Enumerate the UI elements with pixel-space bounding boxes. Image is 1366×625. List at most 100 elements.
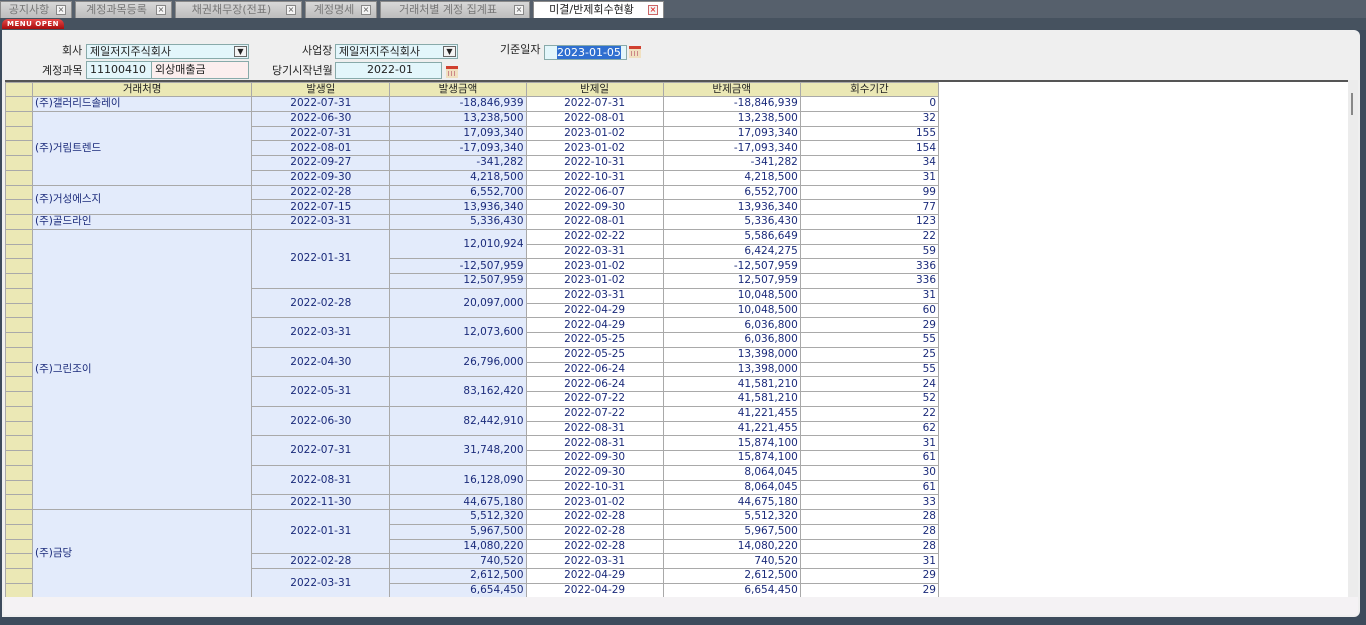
collection-days[interactable]: 61 <box>799 450 940 466</box>
settle-date[interactable]: 2022-05-25 <box>525 346 664 363</box>
issue-amount[interactable]: 13,238,500 <box>389 110 527 127</box>
table-row[interactable]: 2022-07-31 17,093,340 2023-01-02 17,093,340… <box>5 125 940 142</box>
settle-date[interactable]: 2022-05-25 <box>525 332 664 348</box>
table-row[interactable]: 5,967,500 2022-02-28 5,967,500 28 <box>5 523 940 540</box>
settle-date[interactable]: 2023-01-02 <box>525 273 664 289</box>
collection-days[interactable]: 24 <box>799 376 940 392</box>
settle-amount[interactable]: 10,048,500 <box>662 302 801 319</box>
settle-date[interactable]: 2022-06-24 <box>525 376 664 392</box>
collection-days[interactable]: 123 <box>799 214 940 230</box>
collection-days[interactable]: 31 <box>799 553 940 569</box>
col-issue-amount[interactable]: 발생금액 <box>389 82 527 97</box>
settle-date[interactable]: 2022-07-31 <box>525 96 664 112</box>
settle-amount[interactable]: 41,581,210 <box>662 391 801 407</box>
collection-days[interactable]: 77 <box>799 199 940 215</box>
col-issue-date[interactable]: 발생일 <box>251 82 391 97</box>
vertical-scrollbar[interactable] <box>1348 80 1358 597</box>
table-row[interactable]: 2022-08-31 16,128,090 2022-09-30 8,064,045 3… <box>5 464 940 496</box>
collection-days[interactable]: 34 <box>799 155 940 171</box>
issue-date[interactable]: 2022-02-28 <box>251 287 391 319</box>
issue-date[interactable]: 2022-05-31 <box>251 376 391 407</box>
settle-date[interactable]: 2022-08-01 <box>525 214 664 230</box>
settle-date[interactable]: 2022-07-22 <box>525 405 664 422</box>
collection-days[interactable]: 55 <box>799 332 940 348</box>
table-row[interactable]: 12,507,959 2023-01-02 12,507,959 336 <box>5 273 940 289</box>
issue-amount[interactable]: 6,552,700 <box>389 184 527 201</box>
table-row[interactable]: 2022-06-30 82,442,910 2022-07-22 41,221,455… <box>5 405 940 437</box>
row-indicator[interactable] <box>5 553 34 569</box>
settle-date[interactable]: 2022-06-24 <box>525 361 664 378</box>
col-days[interactable]: 회수기간 <box>799 82 940 97</box>
settle-amount[interactable]: 8,064,045 <box>662 479 801 496</box>
settle-date[interactable]: 2023-01-02 <box>525 125 664 142</box>
settle-amount[interactable]: 41,221,455 <box>662 420 801 437</box>
issue-amount[interactable]: -341,282 <box>389 155 527 171</box>
row-indicator[interactable] <box>5 346 34 363</box>
settle-amount[interactable]: 5,967,500 <box>662 523 801 540</box>
settle-amount[interactable]: 41,221,455 <box>662 405 801 422</box>
collection-days[interactable]: 99 <box>799 184 940 201</box>
row-indicator[interactable] <box>5 287 34 304</box>
issue-amount[interactable]: 44,675,180 <box>389 494 527 510</box>
row-indicator[interactable] <box>5 140 34 156</box>
settle-date[interactable]: 2022-03-31 <box>525 553 664 569</box>
base-date-input[interactable]: 2023-01-05 <box>544 45 627 60</box>
settle-amount[interactable]: 740,520 <box>662 553 801 569</box>
row-indicator[interactable] <box>5 332 34 348</box>
row-indicator[interactable] <box>5 523 34 540</box>
issue-amount[interactable]: -17,093,340 <box>389 140 527 156</box>
row-indicator[interactable] <box>5 509 34 525</box>
settle-amount[interactable]: 13,398,000 <box>662 361 801 378</box>
issue-date[interactable]: 2022-02-28 <box>251 184 391 201</box>
settle-date[interactable]: 2022-02-28 <box>525 509 664 525</box>
settle-amount[interactable]: 8,064,045 <box>662 464 801 481</box>
row-indicator[interactable] <box>5 538 34 555</box>
issue-amount[interactable]: 20,097,000 <box>389 287 527 319</box>
collection-days[interactable]: 61 <box>799 479 940 496</box>
close-icon[interactable]: × <box>156 5 166 15</box>
company-select[interactable]: 제일저지주식회사 ▼ <box>86 44 249 59</box>
settle-amount[interactable]: 6,552,700 <box>662 184 801 201</box>
collection-days[interactable]: 55 <box>799 361 940 378</box>
settle-amount[interactable]: 5,586,649 <box>662 228 801 245</box>
issue-amount[interactable]: 12,010,924 <box>389 228 527 260</box>
issue-amount[interactable]: 12,507,959 <box>389 273 527 289</box>
account-code-input[interactable]: 11100410 <box>86 61 152 79</box>
collection-days[interactable]: 60 <box>799 302 940 319</box>
table-row[interactable]: (주)골드라인 2022-03-31 5,336,430 2022-08-01 5,33… <box>5 214 940 230</box>
issue-amount[interactable]: 6,654,450 <box>389 582 527 597</box>
issue-date[interactable]: 2022-11-30 <box>251 494 391 510</box>
issue-amount[interactable]: 12,073,600 <box>389 317 527 348</box>
settle-amount[interactable]: 44,675,180 <box>662 494 801 510</box>
start-month-input[interactable]: 2022-01 <box>335 62 442 79</box>
row-indicator[interactable] <box>5 228 34 245</box>
settle-amount[interactable]: 10,048,500 <box>662 287 801 304</box>
settle-amount[interactable]: 5,336,430 <box>662 214 801 230</box>
row-indicator[interactable] <box>5 317 34 333</box>
table-row[interactable]: 2022-04-30 26,796,000 2022-05-25 13,398,000… <box>5 346 940 378</box>
settle-amount[interactable]: 4,218,500 <box>662 169 801 186</box>
table-row[interactable]: 2022-03-31 6,424,275 59 <box>5 243 940 260</box>
collection-days[interactable]: 29 <box>799 568 940 584</box>
settle-amount[interactable]: 17,093,340 <box>662 125 801 142</box>
customer-name[interactable]: (주)거성에스지 <box>32 184 253 215</box>
table-row[interactable]: 2022-04-29 10,048,500 60 <box>5 302 940 319</box>
row-indicator[interactable] <box>5 568 34 584</box>
table-row[interactable]: 14,080,220 2022-02-28 14,080,220 28 <box>5 538 940 555</box>
issue-amount[interactable]: 14,080,220 <box>389 538 527 555</box>
issue-amount[interactable]: 2,612,500 <box>389 568 527 584</box>
issue-date[interactable]: 2022-04-30 <box>251 346 391 378</box>
collection-days[interactable]: 28 <box>799 523 940 540</box>
settle-date[interactable]: 2022-06-07 <box>525 184 664 201</box>
row-indicator[interactable] <box>5 169 34 186</box>
issue-date[interactable]: 2022-03-31 <box>251 317 391 348</box>
row-indicator[interactable] <box>5 155 34 171</box>
issue-amount[interactable]: 17,093,340 <box>389 125 527 142</box>
close-icon[interactable]: × <box>648 5 658 15</box>
settle-amount[interactable]: 41,581,210 <box>662 376 801 392</box>
row-indicator[interactable] <box>5 243 34 260</box>
tab[interactable]: 채권채무장(전표) × <box>175 1 302 18</box>
collection-days[interactable]: 29 <box>799 317 940 333</box>
table-row[interactable]: 2022-11-30 44,675,180 2023-01-02 44,675,180… <box>5 494 940 510</box>
settle-date[interactable]: 2022-04-29 <box>525 302 664 319</box>
